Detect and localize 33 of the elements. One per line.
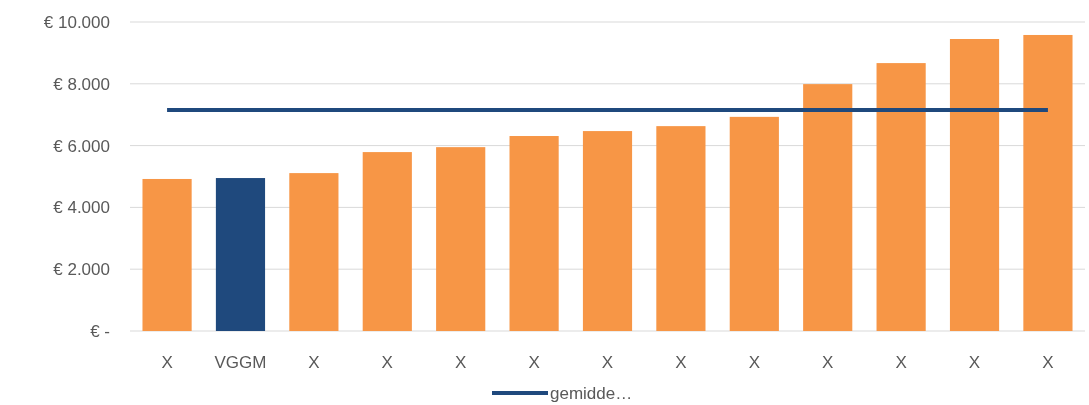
bar	[803, 84, 853, 331]
x-tick-label: X	[1042, 353, 1054, 372]
legend-label: gemidde…	[550, 383, 633, 403]
x-tick-label: X	[308, 353, 320, 372]
bar	[436, 147, 486, 331]
x-tick-label: X	[381, 353, 393, 372]
x-tick-label: X	[748, 353, 760, 372]
y-tick-label: € 8.000	[53, 74, 110, 94]
y-tick-label: € 4.000	[53, 198, 110, 218]
bar	[582, 131, 633, 331]
bar	[729, 116, 779, 331]
bar	[949, 38, 1000, 331]
bar	[362, 152, 412, 331]
bar	[876, 63, 926, 331]
y-tick-label: € 10.000	[43, 12, 110, 32]
x-tick-label: X	[161, 353, 173, 372]
bar	[215, 178, 266, 331]
bar	[289, 173, 339, 331]
bar	[1023, 34, 1073, 331]
bar	[509, 136, 559, 331]
x-tick-label: X	[895, 353, 907, 372]
x-tick-label: X	[968, 353, 981, 372]
y-tick-label: € -	[90, 321, 110, 341]
x-tick-label: X	[455, 353, 467, 372]
bar	[656, 126, 706, 331]
x-tick-label: X	[528, 353, 540, 372]
x-tick-label: VGGM	[214, 353, 267, 372]
y-tick-label: € 2.000	[53, 260, 110, 280]
x-tick-label: X	[675, 353, 687, 372]
x-tick-label: X	[601, 353, 614, 372]
y-tick-label: € 6.000	[53, 136, 110, 156]
x-tick-label: X	[822, 353, 834, 372]
bar	[142, 178, 192, 331]
